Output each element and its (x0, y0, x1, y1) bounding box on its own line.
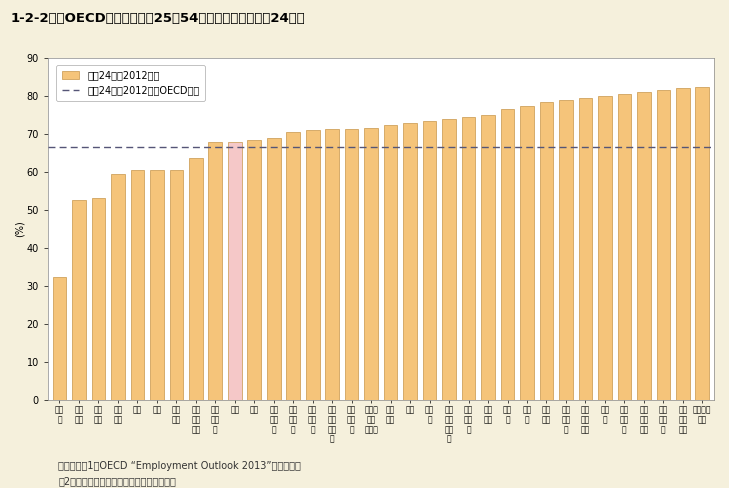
Bar (501, 109, 515, 400)
Bar (637, 92, 651, 400)
Bar (111, 174, 125, 400)
Bar (676, 88, 690, 400)
Bar (189, 158, 203, 400)
Bar (481, 115, 495, 400)
Bar (247, 140, 261, 400)
Bar (383, 124, 397, 400)
Text: 2．就業率は「就業者数／人口」で計算。: 2．就業率は「就業者数／人口」で計算。 (58, 476, 176, 486)
Bar (364, 128, 378, 400)
Bar (345, 129, 359, 400)
Bar (539, 102, 553, 400)
Bar (208, 142, 222, 400)
Bar (72, 200, 86, 400)
Bar (443, 119, 456, 400)
Bar (657, 90, 670, 400)
Bar (228, 142, 241, 400)
Legend: 平成24年（2012年）, 平成24年（2012年）OECD平均: 平成24年（2012年）, 平成24年（2012年）OECD平均 (56, 64, 205, 101)
Bar (92, 198, 105, 400)
Bar (423, 121, 437, 400)
Bar (461, 117, 475, 400)
Bar (306, 130, 319, 400)
Bar (325, 129, 339, 400)
Bar (267, 138, 281, 400)
Bar (130, 170, 144, 400)
Bar (617, 94, 631, 400)
Bar (598, 96, 612, 400)
Bar (559, 100, 573, 400)
Text: 1-2-2図　OECD諸国の女性（25～54歳）の就業率（平成24年）: 1-2-2図 OECD諸国の女性（25～54歳）の就業率（平成24年） (11, 12, 305, 25)
Bar (403, 122, 417, 400)
Bar (579, 98, 592, 400)
Bar (695, 86, 709, 400)
Bar (521, 105, 534, 400)
Bar (52, 277, 66, 400)
Y-axis label: (%): (%) (15, 221, 25, 238)
Text: （備考）　1．OECD “Employment Outlook 2013”より作成。: （備考） 1．OECD “Employment Outlook 2013”より作… (58, 461, 301, 471)
Bar (170, 170, 183, 400)
Bar (286, 132, 300, 400)
Bar (150, 170, 164, 400)
